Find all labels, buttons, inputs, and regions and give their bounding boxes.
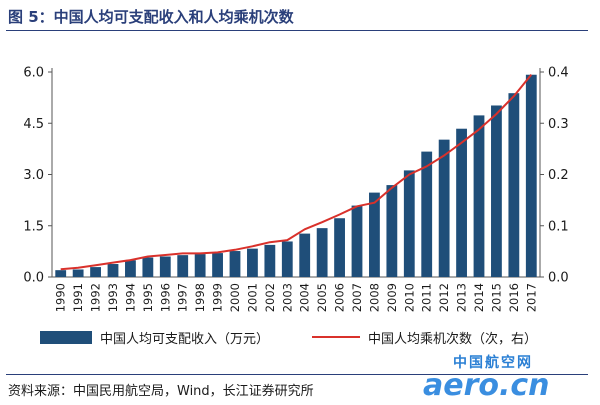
income-bar-2003 (281, 241, 293, 277)
income-bar-1999 (212, 253, 223, 277)
income-bar-1994 (125, 260, 136, 277)
income-bar-1993 (107, 264, 119, 277)
income-bar-2007 (351, 205, 363, 277)
x-tick-label-1996: 1996 (158, 283, 172, 312)
income-bar-2009 (386, 185, 398, 277)
income-bar-1997 (177, 255, 189, 277)
source-note: 资料来源：中国民用航空局，Wind，长江证券研究所 (8, 384, 314, 399)
x-tick-label-2008: 2008 (367, 283, 381, 312)
x-tick-label-2003: 2003 (280, 283, 294, 312)
x-tick-label-1995: 1995 (141, 283, 155, 312)
income-bar-1991 (72, 269, 84, 277)
income-bar-2001 (247, 248, 258, 277)
income-bar-2010 (403, 170, 415, 277)
left-tick-label: 4.5 (23, 117, 44, 132)
x-tick-label-2013: 2013 (455, 283, 469, 312)
right-tick-label: 0.3 (548, 117, 569, 132)
figure-title: 图 5：中国人均可支配收入和人均乘机次数 (8, 8, 294, 26)
x-tick-label-2007: 2007 (350, 283, 364, 312)
x-tick-label-1993: 1993 (106, 283, 120, 312)
chart-legend: 中国人均可支配收入（万元） 中国人均乘机次数（次，右） (0, 326, 600, 348)
income-bar-2014 (473, 115, 485, 278)
x-tick-label-1994: 1994 (123, 283, 137, 312)
bar-series-income (55, 74, 537, 278)
legend-item-income: 中国人均可支配收入（万元） (40, 326, 269, 348)
legend-swatch-line (312, 336, 360, 338)
x-tick-label-1991: 1991 (71, 283, 85, 312)
right-tick-label: 0.2 (548, 168, 569, 183)
income-bar-2011 (421, 151, 433, 277)
line-series-flights (60, 73, 533, 271)
right-tick-label: 0.1 (548, 219, 569, 234)
x-tick-label-2011: 2011 (420, 283, 434, 312)
legend-swatch-bar (40, 330, 92, 344)
title-divider (6, 30, 588, 31)
income-bar-1992 (90, 267, 101, 277)
x-tick-label-2009: 2009 (385, 283, 399, 312)
income-bar-2002 (264, 244, 276, 277)
income-bar-2000 (229, 251, 241, 277)
left-tick-label: 3.0 (23, 168, 44, 183)
income-bar-2004 (299, 233, 311, 277)
x-axis-labels: 1990 1991 1992 1993 1994 1995 1996 1997 1998 1999… (54, 283, 539, 312)
left-tick-label: 6.0 (23, 66, 44, 81)
legend-label-income: 中国人均可支配收入（万元） (100, 331, 270, 347)
income-bar-2008 (369, 192, 380, 277)
income-bar-1998 (194, 254, 206, 277)
income-bar-2006 (334, 218, 345, 277)
income-bar-2012 (438, 139, 450, 277)
legend-label-flights: 中国人均乘机次数（次，右） (368, 331, 538, 347)
income-bar-2017 (525, 74, 537, 277)
right-tick-label: 0.4 (548, 66, 569, 81)
source-divider (6, 374, 588, 375)
x-tick-label-2010: 2010 (402, 283, 416, 312)
income-bar-2005 (316, 228, 328, 277)
income-flights-chart: 0.0 1.5 3.0 4.5 6.0 0.0 0.1 0.2 0.3 0.4 1990 1991… (23, 66, 569, 313)
income-bar-1996 (159, 256, 171, 277)
income-bar-2015 (491, 105, 502, 277)
flights-line (60, 73, 533, 271)
left-tick-label: 1.5 (23, 219, 44, 234)
income-bar-2013 (456, 128, 467, 277)
x-tick-label-2012: 2012 (437, 283, 451, 312)
x-tick-label-2017: 2017 (524, 283, 538, 312)
income-bar-2016 (508, 93, 520, 277)
x-tick-label-2014: 2014 (472, 283, 486, 312)
income-bar-1995 (142, 257, 154, 277)
x-tick-label-1999: 1999 (211, 283, 225, 312)
aero-cn-watermark: 中国航空网 aero.cn (413, 352, 598, 404)
x-tick-label-2002: 2002 (263, 283, 277, 312)
x-tick-label-2000: 2000 (228, 283, 242, 312)
x-tick-label-1990: 1990 (54, 283, 68, 312)
x-tick-label-2004: 2004 (298, 283, 312, 312)
x-tick-label-1998: 1998 (193, 283, 207, 312)
left-tick-label: 0.0 (23, 271, 44, 286)
watermark-cn-text: 中国航空网 (453, 355, 533, 371)
x-tick-label-1997: 1997 (176, 283, 190, 312)
right-tick-label: 0.0 (548, 271, 569, 286)
x-tick-label-2005: 2005 (315, 283, 329, 312)
income-bar-1990 (55, 270, 67, 277)
x-tick-label-2006: 2006 (333, 283, 347, 312)
x-tick-label-1992: 1992 (89, 283, 103, 312)
x-tick-label-2016: 2016 (507, 283, 521, 312)
x-tick-label-2015: 2015 (489, 283, 503, 312)
legend-item-flights: 中国人均乘机次数（次，右） (312, 326, 537, 348)
watermark-en-text: aero.cn (423, 368, 550, 403)
right-axis: 0.0 0.1 0.2 0.3 0.4 (539, 66, 569, 286)
x-tick-label-2001: 2001 (245, 283, 259, 312)
